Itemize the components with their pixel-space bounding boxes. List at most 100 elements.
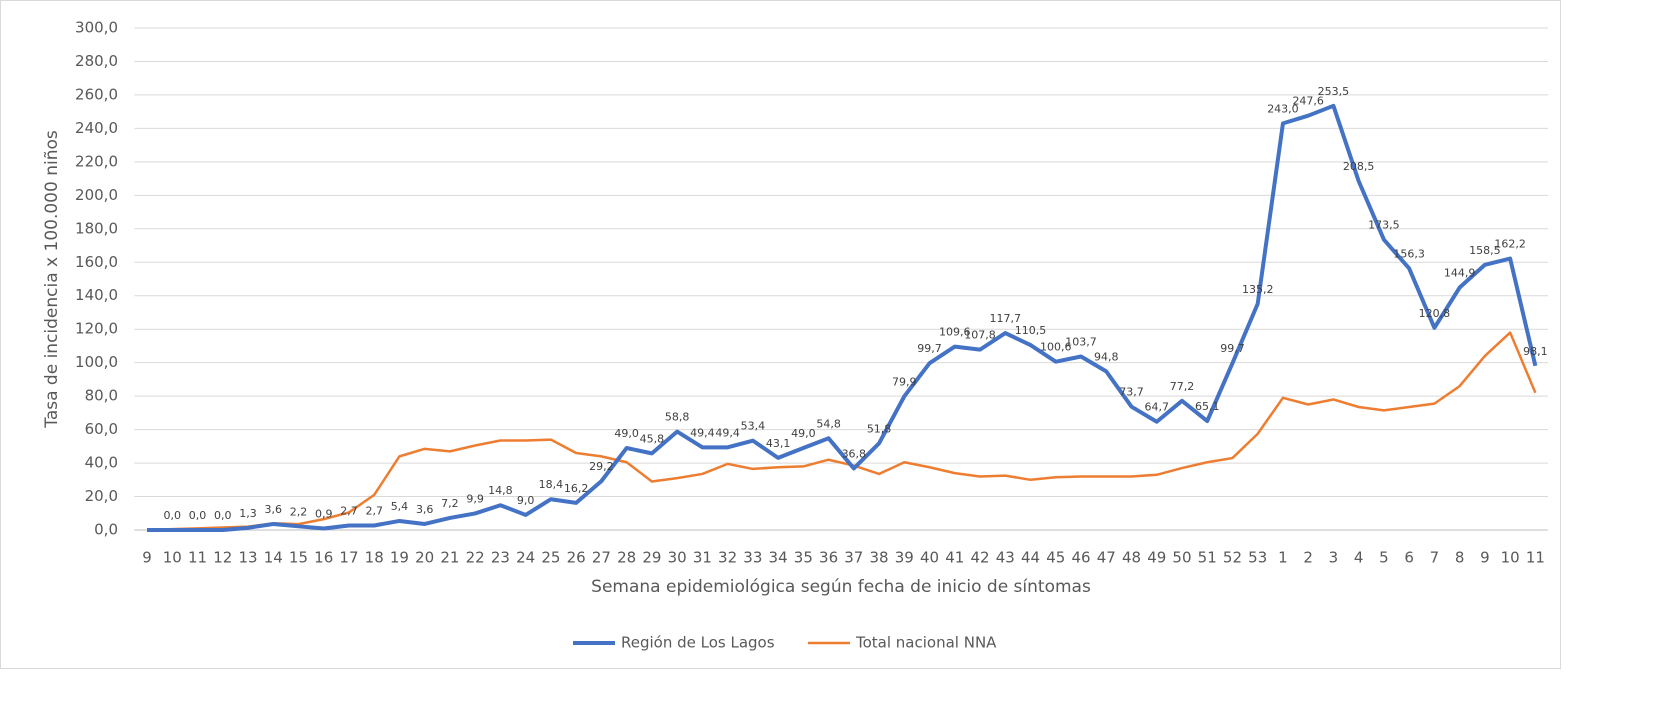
data-label: 18,4 <box>539 478 564 491</box>
x-tick-label: 21 <box>440 549 459 567</box>
x-tick-label: 30 <box>668 549 687 567</box>
data-label: 1,3 <box>239 507 257 520</box>
y-tick-label: 160,0 <box>75 253 118 271</box>
x-tick-label: 20 <box>415 549 434 567</box>
data-label: 2,7 <box>365 504 383 517</box>
data-label: 0,0 <box>189 509 207 522</box>
data-label: 0,0 <box>214 509 232 522</box>
x-tick-label: 42 <box>970 549 989 567</box>
x-tick-label: 11 <box>188 549 207 567</box>
data-label: 243,0 <box>1267 102 1299 115</box>
x-tick-label: 28 <box>617 549 636 567</box>
y-tick-label: 20,0 <box>85 487 118 505</box>
y-tick-label: 80,0 <box>85 387 118 405</box>
series-line <box>146 331 1537 532</box>
x-tick-label: 14 <box>264 549 283 567</box>
x-tick-label: 48 <box>1122 549 1141 567</box>
data-label: 77,2 <box>1170 380 1195 393</box>
y-tick-label: 140,0 <box>75 286 118 304</box>
x-tick-label: 37 <box>844 549 863 567</box>
x-tick-label: 52 <box>1223 549 1242 567</box>
x-tick-label: 4 <box>1354 549 1364 567</box>
y-tick-label: 200,0 <box>75 186 118 204</box>
data-label: 99,7 <box>1220 342 1245 355</box>
data-label: 36,8 <box>842 447 867 460</box>
data-label: 99,7 <box>917 342 942 355</box>
data-label: 49,0 <box>614 427 639 440</box>
data-label: 64,7 <box>1144 401 1169 414</box>
x-tick-label: 50 <box>1172 549 1191 567</box>
x-tick-label: 25 <box>541 549 560 567</box>
data-label: 49,4 <box>690 426 715 439</box>
y-tick-label: 180,0 <box>75 219 118 237</box>
data-label: 16,2 <box>564 482 589 495</box>
x-tick-label: 22 <box>466 549 485 567</box>
legend-label: Total nacional NNA <box>855 634 997 652</box>
y-tick-label: 280,0 <box>75 52 118 70</box>
data-label: 51,8 <box>867 422 892 435</box>
legend-label: Región de Los Lagos <box>621 634 775 652</box>
data-label: 253,5 <box>1318 85 1350 98</box>
data-label: 2,2 <box>290 505 308 518</box>
x-tick-label: 32 <box>718 549 737 567</box>
data-label: 54,8 <box>816 417 841 430</box>
data-label: 120,8 <box>1419 307 1451 320</box>
x-tick-label: 44 <box>1021 549 1040 567</box>
x-tick-label: 12 <box>213 549 232 567</box>
y-tick-label: 300,0 <box>75 19 118 37</box>
chart-border <box>0 0 1561 669</box>
data-label: 100,6 <box>1040 341 1072 354</box>
data-label: 3,6 <box>264 503 282 516</box>
y-axis-label: Tasa de incidencia x 100.000 niños <box>42 130 62 429</box>
y-tick-label: 0,0 <box>94 521 118 539</box>
data-label: 173,5 <box>1368 219 1400 232</box>
data-label: 9,0 <box>517 494 535 507</box>
data-label: 144,9 <box>1444 267 1476 280</box>
data-label: 53,4 <box>741 420 766 433</box>
data-label: 107,8 <box>964 329 996 342</box>
x-tick-label: 10 <box>163 549 182 567</box>
x-tick-label: 26 <box>567 549 586 567</box>
data-label: 208,5 <box>1343 160 1375 173</box>
x-tick-label: 27 <box>592 549 611 567</box>
data-label: 43,1 <box>766 437 791 450</box>
x-tick-label: 18 <box>365 549 384 567</box>
x-tick-label: 15 <box>289 549 308 567</box>
x-tick-label: 35 <box>794 549 813 567</box>
x-tick-label: 3 <box>1329 549 1339 567</box>
x-tick-label: 24 <box>516 549 535 567</box>
y-tick-label: 40,0 <box>85 454 118 472</box>
x-tick-label: 40 <box>920 549 939 567</box>
x-tick-label: 29 <box>642 549 661 567</box>
data-label: 5,4 <box>391 500 409 513</box>
data-label: 49,4 <box>715 426 740 439</box>
x-tick-label: 9 <box>142 549 152 567</box>
x-tick-label: 13 <box>238 549 257 567</box>
x-axis-label: Semana epidemiológica según fecha de ini… <box>591 577 1091 597</box>
data-label: 103,7 <box>1065 335 1097 348</box>
x-tick-label: 45 <box>1046 549 1065 567</box>
x-tick-label: 23 <box>491 549 510 567</box>
x-tick-label: 53 <box>1248 549 1267 567</box>
data-label: 0,0 <box>164 509 182 522</box>
x-tick-label: 16 <box>314 549 333 567</box>
y-tick-label: 260,0 <box>75 85 118 103</box>
x-tick-label: 49 <box>1147 549 1166 567</box>
data-label: 49,0 <box>791 427 816 440</box>
data-label: 2,7 <box>340 504 358 517</box>
data-label: 73,7 <box>1119 386 1144 399</box>
y-tick-label: 60,0 <box>85 420 118 438</box>
data-label: 247,6 <box>1292 95 1324 108</box>
data-label: 79,9 <box>892 375 917 388</box>
data-label: 98,1 <box>1523 345 1548 358</box>
data-label: 9,9 <box>466 492 484 505</box>
x-tick-label: 8 <box>1455 549 1465 567</box>
x-tick-label: 17 <box>339 549 358 567</box>
data-label: 58,8 <box>665 411 690 424</box>
y-tick-label: 100,0 <box>75 353 118 371</box>
y-tick-label: 240,0 <box>75 119 118 137</box>
x-tick-label: 6 <box>1404 549 1414 567</box>
data-label: 135,2 <box>1242 283 1274 296</box>
x-tick-label: 41 <box>945 549 964 567</box>
